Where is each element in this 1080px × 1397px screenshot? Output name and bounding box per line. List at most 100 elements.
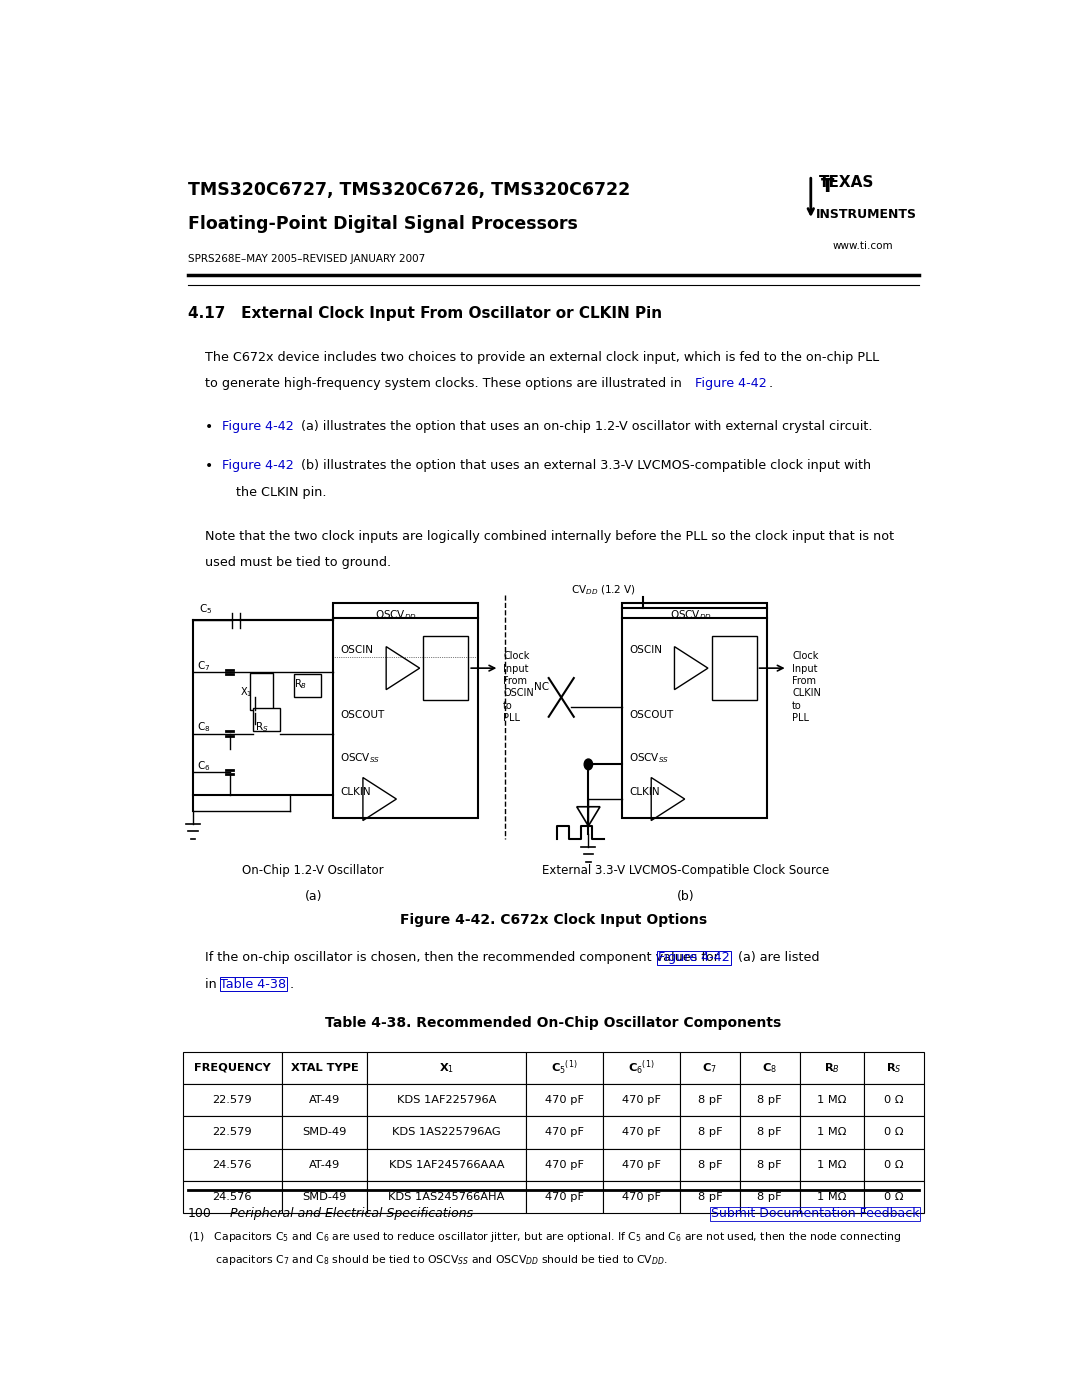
Text: C$_8$: C$_8$ — [762, 1060, 778, 1074]
Text: OSCV$_{DD}$: OSCV$_{DD}$ — [375, 608, 417, 622]
Text: CLKIN: CLKIN — [340, 788, 372, 798]
Bar — [679, 1148, 740, 1180]
Bar — [367, 1084, 526, 1116]
Text: 1 MΩ: 1 MΩ — [818, 1095, 847, 1105]
Bar — [603, 1180, 679, 1214]
Text: Peripheral and Electrical Specifications: Peripheral and Electrical Specifications — [230, 1207, 473, 1220]
Text: capacitors C$_7$ and C$_8$ should be tied to OSCV$_{SS}$ and OSCV$_{DD}$ should : capacitors C$_7$ and C$_8$ should be tie… — [188, 1253, 667, 1267]
Bar — [282, 1084, 367, 1116]
Text: TMS320C6727, TMS320C6726, TMS320C6722: TMS320C6727, TMS320C6726, TMS320C6722 — [188, 182, 630, 200]
Text: 100: 100 — [188, 1207, 212, 1220]
Text: TEXAS: TEXAS — [819, 176, 874, 190]
Bar — [603, 1116, 679, 1148]
Text: 470 pF: 470 pF — [622, 1127, 661, 1137]
Text: •: • — [205, 420, 213, 434]
Text: 1 MΩ: 1 MΩ — [818, 1160, 847, 1169]
Bar — [679, 1084, 740, 1116]
Text: AT-49: AT-49 — [309, 1095, 340, 1105]
Text: C$_8$: C$_8$ — [197, 721, 211, 735]
Bar — [183, 1116, 282, 1148]
Text: 0 Ω: 0 Ω — [885, 1095, 904, 1105]
Text: X$_1$: X$_1$ — [438, 1060, 454, 1074]
Text: Table 4-38: Table 4-38 — [220, 978, 286, 990]
Text: INSTRUMENTS: INSTRUMENTS — [815, 208, 917, 221]
Bar — [864, 1148, 924, 1180]
Text: OSCOUT: OSCOUT — [630, 711, 674, 721]
Bar — [864, 1084, 924, 1116]
Bar — [800, 1052, 864, 1084]
Text: NC: NC — [535, 682, 550, 692]
Text: 4.17   External Clock Input From Oscillator or CLKIN Pin: 4.17 External Clock Input From Oscillato… — [188, 306, 662, 321]
Text: (b) illustrates the option that uses an external 3.3-V LVCMOS-compatible clock i: (b) illustrates the option that uses an … — [297, 458, 872, 472]
Text: Floating-Point Digital Signal Processors: Floating-Point Digital Signal Processors — [188, 215, 578, 233]
Text: 22.579: 22.579 — [213, 1127, 252, 1137]
Bar — [800, 1180, 864, 1214]
Bar — [864, 1052, 924, 1084]
Bar — [183, 1052, 282, 1084]
Text: CLKIN: CLKIN — [630, 788, 660, 798]
Bar — [526, 1148, 603, 1180]
Bar — [526, 1116, 603, 1148]
Text: T: T — [821, 177, 834, 196]
Text: Figure 4-42. C672x Clock Input Options: Figure 4-42. C672x Clock Input Options — [400, 914, 707, 928]
Text: www.ti.com: www.ti.com — [833, 240, 893, 251]
Text: 470 pF: 470 pF — [544, 1095, 583, 1105]
Text: C$_5$$^{(1)}$: C$_5$$^{(1)}$ — [551, 1059, 578, 1077]
Text: CV$_{DD}$ (1.2 V): CV$_{DD}$ (1.2 V) — [570, 584, 635, 598]
Text: KDS 1AS245766AHA: KDS 1AS245766AHA — [388, 1192, 504, 1203]
Text: OSCV$_{DD}$: OSCV$_{DD}$ — [670, 608, 712, 622]
Bar — [333, 602, 477, 819]
Text: 470 pF: 470 pF — [622, 1160, 661, 1169]
Text: OSCIN: OSCIN — [340, 645, 374, 655]
Text: 470 pF: 470 pF — [544, 1192, 583, 1203]
Text: OSCOUT: OSCOUT — [340, 711, 384, 721]
Text: 470 pF: 470 pF — [622, 1095, 661, 1105]
Bar — [800, 1148, 864, 1180]
Text: Submit Documentation Feedback: Submit Documentation Feedback — [711, 1207, 919, 1220]
Text: 22.579: 22.579 — [213, 1095, 252, 1105]
Text: Figure 4-42: Figure 4-42 — [658, 951, 730, 964]
Bar — [603, 1148, 679, 1180]
Bar — [282, 1180, 367, 1214]
Bar — [282, 1052, 367, 1084]
Text: in: in — [205, 978, 220, 990]
Text: 8 pF: 8 pF — [757, 1192, 782, 1203]
Bar — [282, 1116, 367, 1148]
Text: Clock
Input
From
OSCIN
to
PLL: Clock Input From OSCIN to PLL — [503, 651, 534, 724]
Text: 1 MΩ: 1 MΩ — [818, 1192, 847, 1203]
Bar — [740, 1180, 800, 1214]
Text: KDS 1AF245766AAA: KDS 1AF245766AAA — [389, 1160, 504, 1169]
Text: 470 pF: 470 pF — [622, 1192, 661, 1203]
Bar — [526, 1084, 603, 1116]
Text: C$_5$: C$_5$ — [199, 602, 212, 616]
Bar — [800, 1116, 864, 1148]
Bar — [800, 1084, 864, 1116]
Text: 8 pF: 8 pF — [757, 1127, 782, 1137]
Text: On-Chip 1.2-V Oscillator: On-Chip 1.2-V Oscillator — [242, 865, 384, 877]
Text: SPRS268E–MAY 2005–REVISED JANUARY 2007: SPRS268E–MAY 2005–REVISED JANUARY 2007 — [188, 254, 424, 264]
Text: C$_6$$^{(1)}$: C$_6$$^{(1)}$ — [629, 1059, 654, 1077]
Text: 24.576: 24.576 — [213, 1192, 252, 1203]
Text: to generate high-frequency system clocks. These options are illustrated in: to generate high-frequency system clocks… — [205, 377, 686, 390]
Text: 8 pF: 8 pF — [698, 1095, 723, 1105]
Bar — [367, 1052, 526, 1084]
Bar — [603, 1052, 679, 1084]
Text: SMD-49: SMD-49 — [302, 1192, 347, 1203]
Text: KDS 1AS225796AG: KDS 1AS225796AG — [392, 1127, 501, 1137]
Text: R$_B$: R$_B$ — [824, 1060, 840, 1074]
Text: 0 Ω: 0 Ω — [885, 1127, 904, 1137]
Bar — [740, 1116, 800, 1148]
Text: R$_S$: R$_S$ — [886, 1060, 902, 1074]
Text: Figure 4-42: Figure 4-42 — [221, 420, 294, 433]
Text: KDS 1AF225796A: KDS 1AF225796A — [396, 1095, 496, 1105]
Text: OSCV$_{SS}$: OSCV$_{SS}$ — [630, 752, 670, 766]
Bar — [679, 1116, 740, 1148]
Bar — [864, 1180, 924, 1214]
Text: the CLKIN pin.: the CLKIN pin. — [235, 486, 326, 499]
Text: •: • — [205, 458, 213, 472]
Bar — [713, 636, 757, 700]
Text: 8 pF: 8 pF — [698, 1192, 723, 1203]
Bar — [183, 1148, 282, 1180]
Bar — [294, 673, 321, 697]
Text: XTAL TYPE: XTAL TYPE — [291, 1063, 359, 1073]
